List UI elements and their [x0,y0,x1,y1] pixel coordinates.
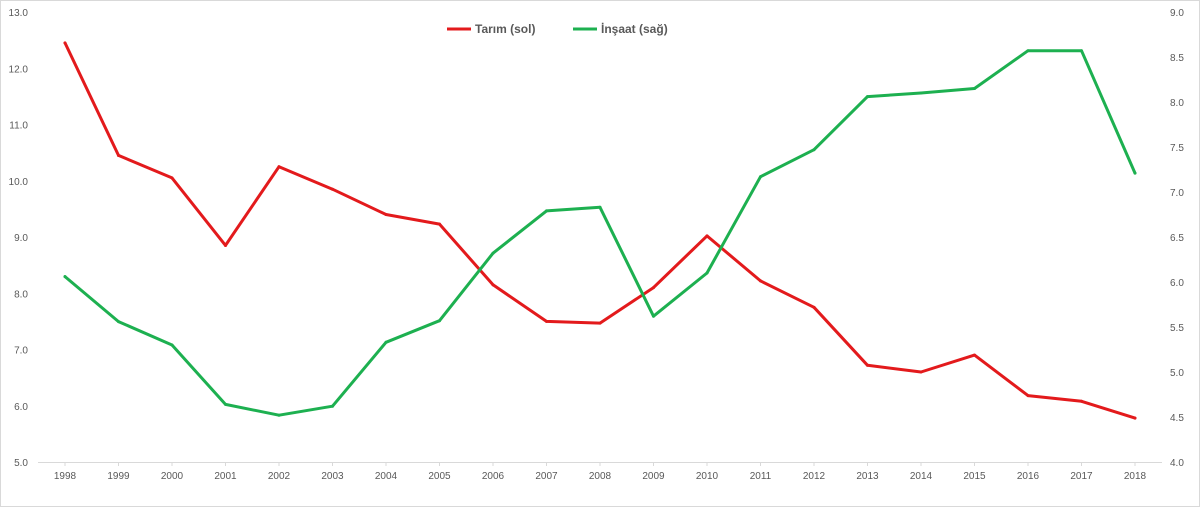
insaat-data-point [1026,49,1030,53]
tarim-data-point [705,234,709,238]
y-right-tick-label: 6.5 [1170,233,1184,244]
y-right-tick-label: 7.0 [1170,188,1184,199]
insaat-data-point [652,314,655,318]
insaat-data-point [598,205,602,209]
insaat-data-point [759,175,762,179]
tarim-data-point [1133,416,1137,420]
insaat-data-point [277,413,281,417]
x-tick-label: 2005 [428,471,451,482]
x-tick-label: 2004 [375,471,398,482]
x-tick-label: 2000 [161,471,184,482]
legend-label-tarim: Tarım (sol) [475,22,535,36]
y-left-tick-label: 13.0 [9,8,29,19]
y-left-tick-label: 7.0 [14,346,28,357]
insaat-data-point [545,209,548,213]
x-tick-label: 2002 [268,471,291,482]
tarim-data-point [1080,399,1083,403]
insaat-data-point [384,340,388,344]
x-tick-label: 2008 [589,471,612,482]
tarim-data-point [438,222,441,226]
y-right-tick-label: 5.5 [1170,323,1184,334]
insaat-data-point [919,91,923,95]
x-tick-label: 2014 [910,471,933,482]
tarim-data-point [224,243,227,247]
y-right-tick-label: 8.5 [1170,53,1184,64]
tarim-data-point [866,363,869,367]
x-tick-label: 2013 [856,471,879,482]
y-right-tick-label: 5.0 [1170,368,1184,379]
y-left-tick-label: 11.0 [9,121,28,132]
tarim-data-point [1026,394,1030,398]
tarim-data-point [759,279,762,283]
x-tick-label: 2001 [214,471,237,482]
y-left-tick-label: 12.0 [9,64,29,75]
x-tick-label: 2015 [963,471,986,482]
insaat-data-point [117,320,120,324]
tarim-data-point [973,353,976,357]
y-left-tick-label: 5.0 [14,458,28,469]
y-right-tick-label: 7.5 [1170,143,1184,154]
insaat-data-point [170,343,174,347]
tarim-data-point [331,187,334,191]
y-left-tick-label: 8.0 [14,289,28,300]
insaat-data-point [491,251,495,255]
x-tick-label: 1998 [54,471,77,482]
insaat-data-point [438,319,441,323]
x-tick-label: 2009 [642,471,665,482]
tarim-data-point [384,213,388,216]
y-right-tick-label: 4.5 [1170,413,1184,424]
x-tick-label: 1999 [107,471,130,482]
insaat-data-point [63,275,67,279]
insaat-data-point [705,271,709,275]
x-tick-label: 2018 [1124,471,1147,482]
insaat-data-point [331,404,334,408]
tarim-data-point [170,176,174,180]
x-tick-label: 2006 [482,471,505,482]
tarim-data-point [277,165,281,169]
tarim-data-point [63,41,67,45]
legend-label-insaat: İnşaat (sağ) [601,21,668,36]
x-tick-label: 2003 [321,471,344,482]
y-right-tick-label: 8.0 [1170,98,1184,109]
y-right-tick-label: 4.0 [1170,458,1184,469]
tarim-data-point [117,153,120,157]
insaat-data-point [812,148,816,152]
y-left-tick-label: 10.0 [9,177,29,188]
x-tick-label: 2016 [1017,471,1040,482]
x-tick-label: 2012 [803,471,826,482]
x-tick-label: 2017 [1070,471,1093,482]
x-tick-label: 2011 [750,471,772,482]
y-left-tick-label: 6.0 [14,402,28,413]
insaat-data-point [973,87,976,90]
insaat-data-point [866,95,869,99]
x-tick-label: 2010 [696,471,719,482]
tarim-data-point [812,305,816,309]
x-tick-label: 2007 [535,471,558,482]
y-right-tick-label: 9.0 [1170,8,1184,19]
tarim-data-point [598,321,602,325]
insaat-data-point [1133,171,1137,175]
tarim-data-point [545,319,548,323]
y-left-tick-label: 9.0 [14,233,28,244]
insaat-data-point [224,402,227,406]
tarim-data-point [491,283,495,287]
insaat-data-point [1080,49,1083,53]
tarim-data-point [652,286,655,290]
y-right-tick-label: 6.0 [1170,278,1184,289]
tarim-data-point [919,370,923,374]
